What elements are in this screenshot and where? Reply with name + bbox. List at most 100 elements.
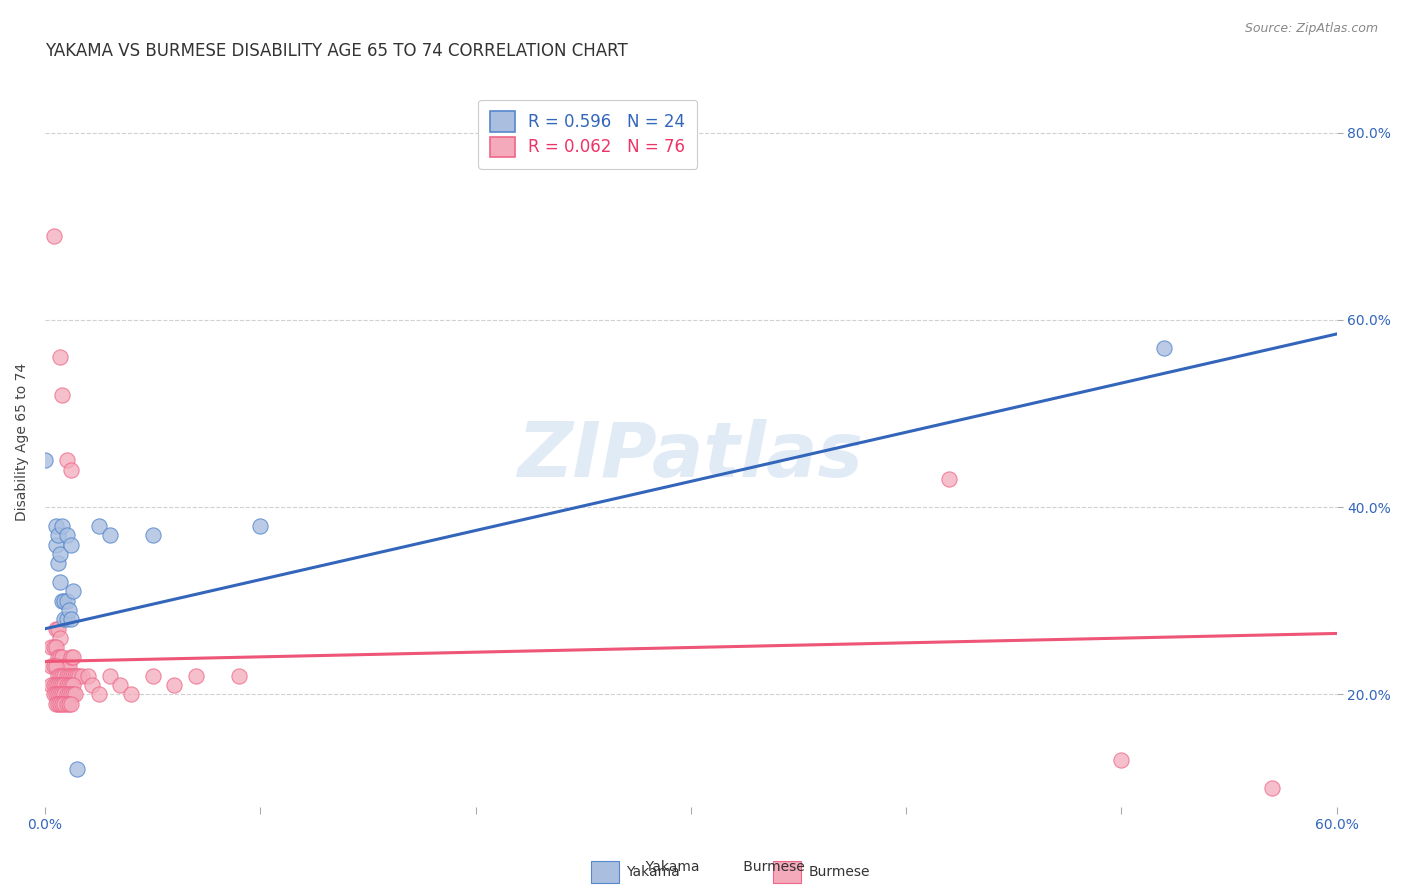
Point (184, 668, 207, 682)
Point (58, 668, 80, 682)
Point (59, 697, 82, 711)
Point (55, 687, 77, 701)
Point (110, 678, 132, 692)
Point (59, 537, 82, 551)
Text: Yakama          Burmese: Yakama Burmese (602, 860, 804, 874)
Point (49, 678, 72, 692)
Point (55, 668, 77, 682)
Point (87, 687, 110, 701)
Point (46, 649, 69, 664)
Point (42, 659, 65, 673)
Point (46, 668, 69, 682)
Point (53, 612, 76, 626)
Point (45, 697, 67, 711)
Point (51, 518, 73, 533)
Point (163, 678, 186, 692)
Point (42, 640, 65, 655)
Point (53, 678, 76, 692)
Text: Yakama: Yakama (626, 865, 679, 880)
Point (1153, 341, 1175, 355)
Point (66, 668, 89, 682)
Point (82, 678, 104, 692)
Point (45, 678, 67, 692)
Point (45, 659, 67, 673)
Point (45, 622, 67, 636)
Point (58, 687, 80, 701)
Point (49, 668, 72, 682)
Point (62, 678, 84, 692)
Point (51, 678, 73, 692)
Point (59, 678, 82, 692)
Point (49, 574, 72, 589)
Point (41, 659, 63, 673)
Point (46, 556, 69, 570)
Point (51, 668, 73, 682)
Point (46, 687, 69, 701)
Point (1261, 780, 1284, 795)
Point (55, 593, 77, 607)
Point (58, 603, 80, 617)
Point (59, 463, 82, 477)
Point (77, 668, 100, 682)
Y-axis label: Disability Age 65 to 74: Disability Age 65 to 74 (15, 362, 30, 521)
Text: Burmese: Burmese (808, 865, 870, 880)
Point (46, 678, 69, 692)
Point (51, 687, 73, 701)
Point (62, 687, 84, 701)
Point (87, 518, 110, 533)
Point (55, 612, 77, 626)
Point (41, 640, 63, 655)
Point (51, 697, 73, 711)
Point (42, 228, 65, 243)
Point (59, 687, 82, 701)
Point (58, 659, 80, 673)
Point (70, 668, 93, 682)
Point (142, 668, 165, 682)
Point (228, 668, 250, 682)
Point (45, 537, 67, 551)
Point (55, 678, 77, 692)
Point (42, 687, 65, 701)
Point (46, 622, 69, 636)
Point (249, 518, 271, 533)
Point (49, 631, 72, 645)
Point (53, 593, 76, 607)
Point (49, 687, 72, 701)
Point (42, 678, 65, 692)
Point (49, 649, 72, 664)
Text: ZIPatlas: ZIPatlas (517, 419, 863, 493)
Point (59, 612, 82, 626)
Point (63, 668, 86, 682)
Point (98, 668, 121, 682)
Point (46, 528, 69, 542)
Point (67, 668, 90, 682)
Point (46, 697, 69, 711)
Point (45, 640, 67, 655)
Point (51, 593, 73, 607)
Point (49, 697, 72, 711)
Point (58, 678, 80, 692)
Point (120, 687, 142, 701)
Point (58, 697, 80, 711)
Point (59, 649, 82, 664)
Point (98, 528, 121, 542)
Point (62, 649, 84, 664)
Point (49, 351, 72, 365)
Point (41, 678, 63, 692)
Point (53, 697, 76, 711)
Point (66, 762, 89, 776)
Point (142, 528, 165, 542)
Point (45, 687, 67, 701)
Text: Source: ZipAtlas.com: Source: ZipAtlas.com (1244, 22, 1378, 36)
Point (63, 687, 86, 701)
Point (49, 547, 72, 561)
Point (34, 453, 56, 467)
Point (51, 388, 73, 402)
Point (53, 659, 76, 673)
Point (55, 528, 77, 542)
Point (55, 659, 77, 673)
Text: YAKAMA VS BURMESE DISABILITY AGE 65 TO 74 CORRELATION CHART: YAKAMA VS BURMESE DISABILITY AGE 65 TO 7… (45, 42, 627, 60)
Point (62, 668, 84, 682)
Legend: R = 0.596   N = 24, R = 0.062   N = 76: R = 0.596 N = 24, R = 0.062 N = 76 (478, 100, 697, 169)
Point (59, 668, 82, 682)
